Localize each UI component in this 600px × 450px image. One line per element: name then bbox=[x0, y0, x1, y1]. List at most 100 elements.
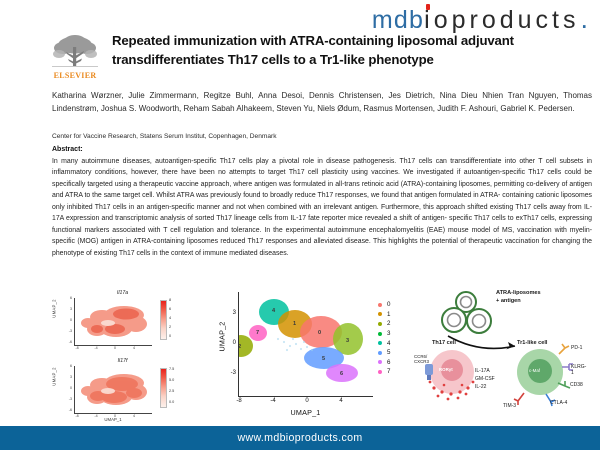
th17-cell-title: Th17 cell bbox=[432, 340, 456, 346]
umap-cluster-panel: UMAP_2 UMAP_1 3 0 -3 -8 -4 0 4 0 1 2 3 4… bbox=[208, 288, 408, 424]
umap-density-il17a bbox=[81, 306, 147, 337]
feature-plot-colorbar bbox=[160, 368, 167, 408]
legend-item[interactable]: 4 bbox=[378, 338, 390, 348]
umap-cluster-label: 3 bbox=[346, 338, 350, 344]
umap-ytick: 0 bbox=[232, 340, 236, 346]
legend-item[interactable]: 6 bbox=[378, 358, 390, 368]
feature-plot-y-axis bbox=[74, 298, 75, 345]
tr1-cell-title: Tr1-like cell bbox=[517, 340, 548, 346]
umap-canvas bbox=[229, 292, 373, 396]
feature-plot-ytick: -6 bbox=[68, 340, 72, 344]
umap-cluster-label: 4 bbox=[272, 308, 276, 314]
umap-cluster-label: 0 bbox=[318, 330, 322, 336]
feature-plot-xtick: -4 bbox=[94, 346, 98, 350]
feature-plot-xtick: -4 bbox=[94, 414, 98, 418]
umap-cluster-label: 6 bbox=[340, 371, 344, 377]
logo-text-mdb: mdb bbox=[371, 6, 425, 34]
umap-cluster-label: 1 bbox=[293, 321, 297, 327]
tr1-nucleus-label: c-Maf bbox=[529, 368, 540, 373]
th17-to-tr1-schematic bbox=[425, 291, 573, 407]
marker-label-klrg1: KLRG-1 bbox=[571, 364, 587, 376]
legend-swatch-icon bbox=[378, 312, 382, 317]
legend-swatch-icon bbox=[378, 331, 382, 336]
feature-plot-il17a: Il17a bbox=[50, 290, 195, 353]
feature-plot-x-axis bbox=[74, 413, 152, 414]
umap-y-axis bbox=[238, 292, 239, 396]
umap-cluster-label: 2 bbox=[238, 344, 242, 350]
umap-ytick: -3 bbox=[230, 370, 236, 376]
feature-plot-xtick: 0 bbox=[114, 346, 116, 350]
colorbar-tick: 0 bbox=[169, 334, 172, 338]
legend-item[interactable]: 2 bbox=[378, 319, 390, 329]
legend-swatch-icon bbox=[378, 350, 382, 355]
legend-label: 6 bbox=[387, 358, 391, 366]
th17-nucleus bbox=[441, 359, 463, 381]
footer-bar: www.mdbioproducts.com bbox=[0, 426, 600, 450]
elsevier-logo: ELSEVIER bbox=[50, 34, 100, 80]
atra-liposome-label-line2: + antigen bbox=[496, 298, 521, 304]
feature-plot-title: Il17f bbox=[117, 358, 128, 364]
legend-item[interactable]: 7 bbox=[378, 367, 390, 377]
umap-xtick: 0 bbox=[305, 398, 309, 404]
feature-plot-xtick: 4 bbox=[133, 414, 135, 418]
legend-label: 0 bbox=[387, 301, 391, 309]
abstract-text: In many autoimmune diseases, autoantigen… bbox=[52, 158, 592, 257]
umap-x-axis bbox=[238, 396, 373, 397]
feature-plot-ytick: 0 bbox=[70, 386, 72, 390]
tr1-nucleus bbox=[528, 359, 552, 383]
cytokine-dots-icon bbox=[428, 380, 475, 401]
logo-text-i: i bbox=[424, 4, 434, 35]
marker-label-pd1: PD-1 bbox=[571, 345, 583, 351]
abstract-label: Abstract: bbox=[52, 146, 83, 153]
legend-item[interactable]: 1 bbox=[378, 310, 390, 320]
feature-plot-ytick: 3 bbox=[70, 307, 72, 311]
affiliation: Center for Vaccine Research, Statens Ser… bbox=[52, 133, 277, 140]
feature-plot-xtick: -8 bbox=[75, 346, 79, 350]
cytokine-label-gmcsf: GM-CSF bbox=[475, 376, 495, 382]
umap-cluster-label: 5 bbox=[322, 356, 326, 362]
colorbar-tick: 7.5 bbox=[169, 367, 175, 371]
feature-plot-xtick: -8 bbox=[75, 414, 79, 418]
umap-ytick: 3 bbox=[232, 310, 236, 316]
elsevier-wordmark: ELSEVIER bbox=[53, 71, 97, 80]
marker-label-cd38: CD38 bbox=[570, 382, 583, 388]
legend-item[interactable]: 0 bbox=[378, 300, 390, 310]
page-title: Repeated immunization with ATRA-containi… bbox=[112, 33, 514, 67]
th17-nucleus-label: RORγt bbox=[439, 367, 453, 372]
legend-label: 2 bbox=[387, 320, 391, 328]
feature-plot-il17f: Il17f bbox=[50, 358, 195, 422]
colorbar-tick: 2.5 bbox=[169, 389, 175, 393]
feature-plot-xtick: 0 bbox=[114, 414, 116, 418]
legend-label: 5 bbox=[387, 349, 391, 357]
colorbar-tick: 2 bbox=[169, 325, 172, 329]
logo-text-oproducts: oproducts bbox=[433, 6, 580, 34]
feature-plot-ytick: -3 bbox=[68, 397, 72, 401]
legend-item[interactable]: 3 bbox=[378, 329, 390, 339]
colorbar-tick: 8 bbox=[169, 298, 172, 302]
feature-plot-ytick: -6 bbox=[68, 408, 72, 412]
footer-url[interactable]: www.mdbioproducts.com bbox=[237, 432, 363, 444]
feature-plot-x-axis bbox=[74, 345, 152, 346]
umap-xtick: -8 bbox=[236, 398, 242, 404]
figure-strip: Il17a bbox=[40, 288, 587, 426]
legend-label: 4 bbox=[387, 339, 391, 347]
marker-label-tim3: TIM-3 bbox=[503, 403, 517, 409]
feature-plot-ytick: 0 bbox=[70, 318, 72, 322]
surface-marker-icons bbox=[513, 343, 573, 407]
feature-plot-ytick: 6 bbox=[70, 364, 72, 368]
liposome-icon bbox=[441, 291, 492, 334]
umap-legend: 0 1 2 3 4 bbox=[378, 300, 390, 377]
legend-item[interactable]: 5 bbox=[378, 348, 390, 358]
th17-receptor-label: CCR6/ CXCR3 bbox=[414, 354, 429, 364]
umap-xtick: -4 bbox=[270, 398, 276, 404]
umap-xtick: 4 bbox=[339, 398, 343, 404]
legend-swatch-icon bbox=[378, 369, 382, 374]
legend-label: 3 bbox=[387, 330, 391, 338]
feature-plot-title: Il17a bbox=[116, 290, 129, 296]
feature-plot-ytick: 6 bbox=[70, 296, 72, 300]
umap-ylabel: UMAP_2 bbox=[217, 321, 227, 352]
feature-plot-xtick: 4 bbox=[133, 346, 135, 350]
feature-plot-y-axis bbox=[74, 366, 75, 413]
umap-cluster-label: 7 bbox=[256, 330, 260, 336]
feature-plot-panel: Il17a bbox=[50, 290, 195, 422]
